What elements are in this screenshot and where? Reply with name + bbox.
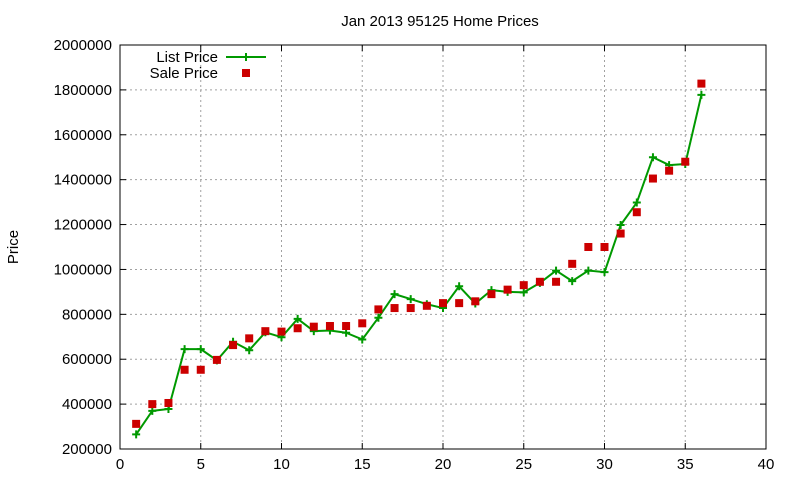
list-price-point [455,282,464,291]
y-tick-label: 200000 [62,441,112,458]
x-tick-label: 25 [515,456,532,473]
sale-price-point [164,398,173,407]
list-price-point [148,406,157,415]
sale-price-point [342,322,351,331]
list-price-point [132,430,141,439]
x-tick-label: 5 [197,456,205,473]
sale-price-point [616,229,625,238]
x-tick-label: 10 [273,456,290,473]
data-series [132,79,706,439]
list-price-point [616,221,625,230]
sale-price-point [212,355,221,364]
y-tick-label: 1400000 [54,172,112,189]
sale-price-point [229,341,238,350]
sale-price-point [503,285,512,294]
x-tick-label: 15 [354,456,371,473]
x-tick-label: 30 [596,456,613,473]
legend-label: List Price [156,49,218,66]
list-price-line [135,94,703,435]
sale-price-point [390,304,399,313]
sale-price-point [261,327,270,336]
sale-price-point [406,304,415,313]
sale-price-point [552,277,561,286]
y-tick-label: 1000000 [54,261,112,278]
sale-price-point [568,259,577,268]
x-tick-label: 35 [677,456,694,473]
list-price-point [293,314,302,323]
y-axis-label: Price [5,230,22,264]
sale-price-point [148,400,157,409]
sale-price-point [697,79,706,88]
list-price-point [245,346,254,355]
list-price-point [519,288,528,297]
y-tick-label: 1800000 [54,82,112,99]
sale-price-point [681,157,690,166]
y-tick-label: 600000 [62,351,112,368]
y-tick-label: 1600000 [54,127,112,144]
list-price-point [406,295,415,304]
sale-price-point [535,277,544,286]
list-price-point [584,266,593,275]
sale-price-point [439,299,447,308]
sale-price-point [455,299,464,308]
y-tick-label: 1200000 [54,217,112,234]
list-price-point [342,328,351,337]
sale-price-point [277,327,286,336]
sale-price-point [325,322,334,331]
sale-price-point [132,419,141,428]
list-price-point [568,277,577,286]
y-tick-label: 2000000 [54,37,112,54]
sale-price-point [665,166,674,175]
sale-price-point [293,324,302,333]
list-price-point [648,153,657,162]
sale-price-point [374,305,383,314]
x-tick-label: 40 [758,456,775,473]
list-price-point [358,335,367,344]
list-price-point [196,345,205,354]
sale-price-point [180,365,189,374]
list-price-point [552,266,561,275]
list-price-point [697,90,706,99]
sale-price-point [309,322,318,331]
x-tick-label: 20 [435,456,452,473]
sale-price-point [422,301,431,310]
sale-price-point [600,243,609,251]
y-tick-label: 800000 [62,306,112,323]
sale-price-point [648,174,657,183]
sale-price-point [471,297,480,306]
list-price-point [390,290,399,299]
series-sale-price [132,79,706,428]
axis-ticks: 0 5 10 15 20 25 30 35 40 200000 400000 600000 800000… [54,37,775,473]
sale-price-point [196,365,205,374]
legend-label: Sale Price [150,65,218,82]
sale-price-point [632,208,641,217]
series-list-price [132,90,706,439]
sale-price-point [245,334,254,343]
list-price-point [374,313,383,322]
sale-price-point [358,319,367,328]
y-tick-label: 400000 [62,396,112,413]
list-price-point [632,198,641,207]
x-tick-label: 0 [116,456,124,473]
legend-square-marker [242,69,250,77]
list-price-point [180,345,189,354]
list-price-point [600,268,609,277]
chart-title: Jan 2013 95125 Home Prices [341,13,539,30]
legend-plus-marker [242,53,250,61]
grid-lines [120,45,766,449]
sale-price-point [487,290,496,299]
sale-price-point [519,281,528,290]
sale-price-point [584,243,593,251]
